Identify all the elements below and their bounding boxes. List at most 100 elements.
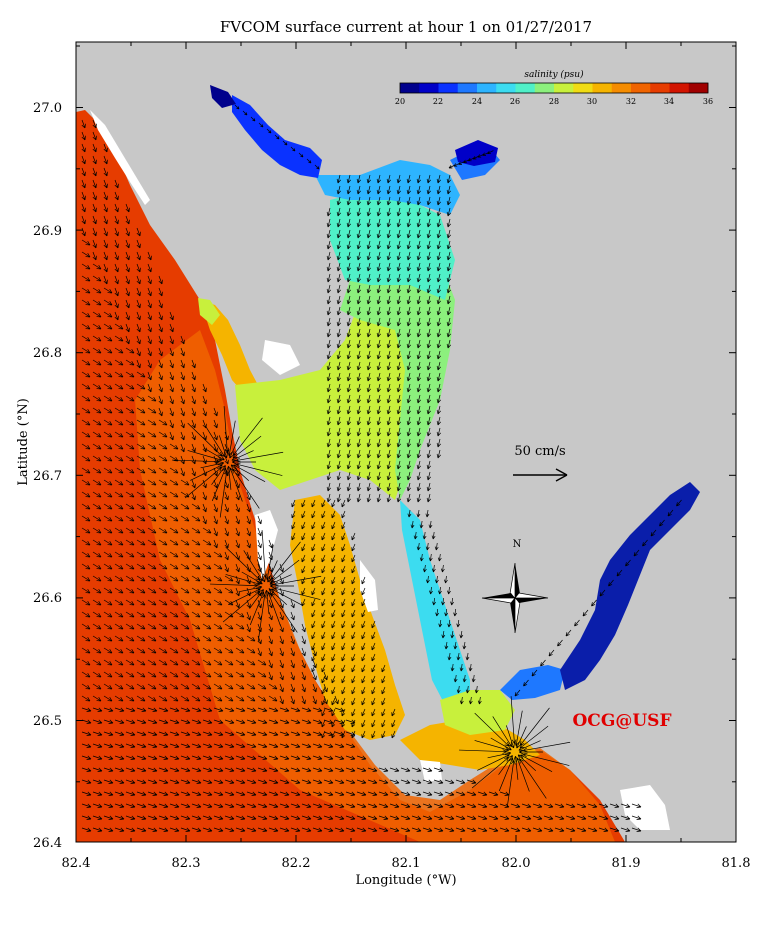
current-vector xyxy=(125,215,130,225)
current-vector xyxy=(396,350,401,360)
current-vector xyxy=(426,350,431,360)
current-vector xyxy=(521,827,532,832)
colorbar: salinity (psu) 20 22 24 26 28 30 32 34 3… xyxy=(395,69,713,106)
current-vector xyxy=(136,251,141,261)
current-vector xyxy=(290,635,295,645)
current-vector xyxy=(321,521,326,530)
current-vector xyxy=(235,623,245,630)
current-vector xyxy=(650,529,657,537)
current-vector xyxy=(540,659,546,667)
current-vector xyxy=(224,503,229,513)
current-vector xyxy=(125,431,135,438)
current-vector xyxy=(202,611,212,618)
current-vector xyxy=(158,503,168,510)
current-vector xyxy=(169,755,180,760)
current-vector xyxy=(125,347,135,354)
current-vector xyxy=(180,803,191,808)
current-vector xyxy=(341,653,346,662)
current-vector xyxy=(224,623,234,630)
current-vector xyxy=(191,683,201,690)
current-vector xyxy=(114,599,124,606)
current-vector xyxy=(246,515,251,525)
current-vector xyxy=(331,554,336,563)
current-vector xyxy=(455,779,466,784)
current-vector xyxy=(406,482,411,492)
current-vector xyxy=(169,419,174,429)
current-vector xyxy=(290,731,301,736)
current-vector xyxy=(381,730,386,739)
current-vector xyxy=(169,395,174,405)
current-vector xyxy=(609,827,620,832)
current-vector xyxy=(396,317,401,327)
current-vector xyxy=(433,803,444,808)
current-vector xyxy=(114,287,119,297)
current-vector xyxy=(386,438,391,448)
current-vector xyxy=(202,659,212,666)
current-vector xyxy=(376,339,381,349)
current-vector xyxy=(428,553,433,562)
current-vector xyxy=(169,659,179,666)
current-vector xyxy=(246,563,251,573)
current-vector xyxy=(425,509,430,518)
current-vector xyxy=(446,295,451,305)
current-vector xyxy=(356,427,361,437)
current-vector xyxy=(312,767,323,772)
current-vector xyxy=(136,395,146,402)
current-vector xyxy=(258,122,264,128)
current-vector xyxy=(311,620,316,629)
current-vector xyxy=(158,419,168,426)
current-vector xyxy=(477,815,488,820)
current-vector xyxy=(346,339,351,349)
current-vector xyxy=(136,335,141,345)
current-vector xyxy=(450,630,455,639)
current-vector xyxy=(341,708,346,717)
current-vector xyxy=(422,815,433,820)
current-vector xyxy=(213,551,223,558)
current-vector xyxy=(336,438,341,448)
current-vector xyxy=(268,731,279,736)
current-vector xyxy=(396,460,401,470)
lemon-bay xyxy=(200,300,258,395)
current-vector xyxy=(598,803,609,808)
current-vector xyxy=(202,791,213,796)
scale-arrow: 50 cm/s xyxy=(513,444,568,482)
colorbar-tick-label: 30 xyxy=(587,97,597,106)
current-vector xyxy=(371,664,376,673)
current-vector xyxy=(386,372,391,382)
current-vector xyxy=(301,791,312,796)
current-vector xyxy=(341,598,346,607)
current-vector xyxy=(406,449,411,459)
current-vector xyxy=(191,623,201,630)
current-vector xyxy=(334,755,345,760)
current-vector xyxy=(406,372,411,382)
current-vector xyxy=(213,563,223,570)
current-vector xyxy=(371,620,376,629)
current-vector xyxy=(92,635,102,642)
current-vector xyxy=(416,482,421,492)
compass-rose: N xyxy=(481,539,549,634)
current-vector xyxy=(446,229,451,239)
current-vector xyxy=(92,731,103,736)
current-vector xyxy=(125,803,136,808)
current-vector xyxy=(279,719,290,724)
charlotte-harbor-upper xyxy=(330,190,455,300)
current-vector xyxy=(416,240,421,250)
current-vector xyxy=(341,576,346,585)
current-vector xyxy=(367,791,378,796)
current-vector xyxy=(136,263,141,273)
current-vector xyxy=(290,599,295,609)
current-vector xyxy=(147,803,158,808)
current-vector xyxy=(103,227,108,237)
current-vector xyxy=(356,372,361,382)
current-vector xyxy=(455,827,466,832)
current-vector xyxy=(341,620,346,629)
current-vector xyxy=(356,471,361,481)
current-vector xyxy=(331,499,336,508)
current-vector xyxy=(125,287,130,297)
current-vector xyxy=(400,767,411,772)
current-vector xyxy=(510,696,517,744)
current-vector xyxy=(453,674,458,683)
current-vector xyxy=(235,827,246,832)
current-vector xyxy=(103,743,114,748)
current-vector xyxy=(323,695,328,705)
